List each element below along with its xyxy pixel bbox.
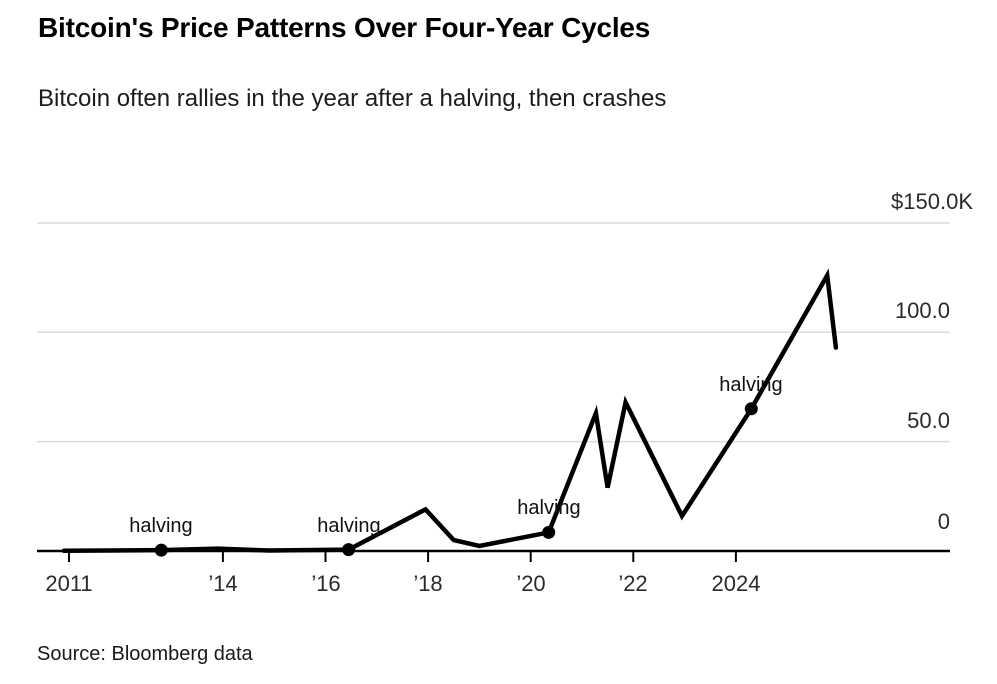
halving-annotation-label: halving <box>517 497 581 519</box>
x-axis-label: ’18 <box>413 571 443 596</box>
halving-dot <box>744 402 758 416</box>
y-axis-label: 100.0 <box>894 298 950 323</box>
halving-annotation-label: halving <box>129 515 193 537</box>
x-axis-label: ’16 <box>311 571 341 596</box>
halving-annotation-label: halving <box>719 374 783 396</box>
halving-dot <box>542 525 556 539</box>
y-axis-label: 50.0 <box>907 408 950 433</box>
x-axis-label: ’14 <box>208 571 238 596</box>
chart-subtitle: Bitcoin often rallies in the year after … <box>38 85 667 112</box>
y-axis-label: 0 <box>937 509 950 534</box>
y-axis-label: $150.0K <box>891 189 973 214</box>
price-line <box>61 268 839 554</box>
x-axis-label: 2011 <box>45 571 93 596</box>
halving-dot <box>154 543 168 557</box>
x-axis-label: 2024 <box>711 571 761 596</box>
halving-dot <box>342 543 356 557</box>
source-note: Source: Bloomberg data <box>37 643 253 665</box>
x-axis-label: ’20 <box>516 571 546 596</box>
chart-title: Bitcoin's Price Patterns Over Four-Year … <box>38 12 651 43</box>
x-axis-label: ’22 <box>618 571 648 596</box>
halving-annotation-label: halving <box>317 515 381 537</box>
